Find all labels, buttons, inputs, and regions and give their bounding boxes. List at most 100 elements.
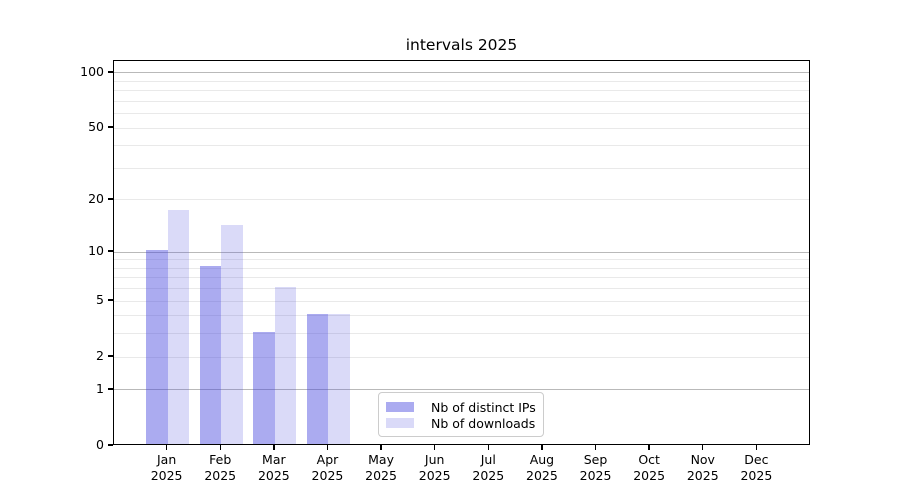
month-name: May — [368, 452, 394, 467]
month-name: Nov — [690, 452, 715, 467]
y-tick-label-1: 1 — [96, 380, 104, 396]
minor-gridline-7 — [114, 277, 809, 279]
legend: Nb of distinct IPs Nb of downloads — [378, 392, 544, 437]
x-tick-aug — [541, 445, 543, 450]
month-year: 2025 — [526, 467, 558, 483]
y-tick-label-5: 5 — [96, 292, 104, 308]
x-tick-oct — [648, 445, 650, 450]
x-tick-sep — [594, 445, 597, 450]
month-year: 2025 — [150, 467, 183, 483]
bar-downloads-mar-2025 — [274, 286, 297, 444]
minor-gridline-50 — [114, 127, 809, 129]
bar-distinct-ips-jan-2025 — [146, 250, 168, 444]
x-tick-label-may: May 2025 — [351, 452, 411, 483]
y-tick-1 — [108, 388, 113, 390]
minor-gridline-60 — [114, 113, 809, 115]
x-tick-dec — [755, 445, 758, 450]
y-tick-label-50: 50 — [88, 119, 104, 135]
month-year: 2025 — [472, 467, 505, 483]
month-name: Sep — [583, 452, 608, 467]
legend-label-distinct-ips: Nb of distinct IPs — [431, 399, 536, 415]
minor-gridline-20 — [114, 199, 809, 201]
x-tick-jan — [165, 445, 168, 450]
y-tick-label-100: 100 — [80, 63, 104, 79]
y-tick-10 — [108, 250, 113, 252]
legend-swatch-downloads — [386, 418, 414, 428]
y-tick-0 — [108, 444, 113, 446]
bar-downloads-feb-2025 — [221, 225, 243, 444]
x-tick-label-mar: Mar 2025 — [244, 452, 304, 483]
x-tick-label-feb: Feb 2025 — [190, 452, 250, 483]
month-name: Mar — [262, 452, 286, 467]
x-tick-label-oct: Oct 2025 — [619, 452, 679, 483]
y-tick-50 — [108, 126, 113, 128]
y-tick-label-20: 20 — [88, 190, 104, 206]
month-year: 2025 — [418, 467, 451, 483]
bar-distinct-ips-mar-2025 — [253, 331, 275, 444]
x-tick-label-sep: Sep 2025 — [566, 452, 626, 483]
month-name: Feb — [209, 452, 232, 467]
legend-label-downloads: Nb of downloads — [431, 415, 536, 431]
minor-gridline-8 — [114, 267, 809, 269]
bar-distinct-ips-feb-2025 — [199, 266, 222, 444]
major-gridline-1 — [114, 389, 809, 391]
month-year: 2025 — [740, 467, 773, 483]
month-name: Jul — [480, 452, 496, 467]
month-name: Oct — [638, 452, 660, 467]
month-year: 2025 — [686, 467, 719, 483]
minor-gridline-30 — [114, 167, 809, 169]
minor-gridline-80 — [114, 90, 809, 92]
x-tick-label-dec: Dec 2025 — [726, 452, 786, 483]
x-tick-label-jan: Jan 2025 — [137, 452, 197, 483]
x-tick-label-apr: Apr 2025 — [297, 452, 357, 483]
bar-distinct-ips-apr-2025 — [306, 313, 329, 444]
y-tick-label-2: 2 — [96, 348, 104, 364]
month-year: 2025 — [311, 467, 344, 483]
x-tick-feb — [219, 445, 221, 450]
y-tick-5 — [108, 299, 113, 301]
bar-downloads-jan-2025 — [167, 210, 190, 444]
minor-gridline-6 — [114, 288, 809, 290]
minor-gridline-40 — [114, 145, 809, 147]
x-tick-may — [380, 445, 382, 450]
minor-gridline-70 — [114, 100, 809, 102]
x-tick-mar — [273, 445, 275, 450]
legend-item-downloads: Nb of downloads — [386, 415, 536, 431]
legend-item-distinct-ips: Nb of distinct IPs — [386, 399, 536, 415]
major-gridline-10 — [114, 251, 809, 253]
x-tick-nov — [702, 445, 704, 450]
chart-title: intervals 2025 — [405, 36, 518, 54]
y-tick-label-10: 10 — [88, 243, 104, 259]
y-tick-2 — [108, 355, 113, 357]
month-year: 2025 — [633, 467, 666, 483]
major-gridline-100 — [114, 72, 809, 74]
month-name: Jun — [424, 452, 445, 467]
x-tick-label-nov: Nov 2025 — [673, 452, 733, 483]
minor-gridline-4 — [114, 315, 809, 317]
month-year: 2025 — [365, 467, 397, 483]
x-tick-label-jun: Jun 2025 — [405, 452, 465, 483]
minor-gridline-9 — [114, 259, 809, 261]
minor-gridline-90 — [114, 80, 809, 82]
y-tick-100 — [108, 71, 113, 73]
month-name: Aug — [529, 452, 555, 467]
month-year: 2025 — [257, 467, 290, 483]
x-tick-apr — [326, 445, 329, 450]
y-tick-20 — [108, 198, 113, 200]
month-name: Jan — [156, 452, 177, 467]
x-tick-label-aug: Aug 2025 — [512, 452, 572, 483]
month-name: Dec — [744, 452, 769, 467]
bar-downloads-apr-2025 — [328, 313, 350, 444]
plot-area: Nb of distinct IPs Nb of downloads — [113, 60, 810, 445]
minor-gridline-3 — [114, 333, 809, 335]
month-year: 2025 — [579, 467, 612, 483]
legend-swatch-distinct-ips — [386, 402, 414, 412]
minor-gridline-5 — [114, 300, 809, 302]
x-tick-label-jul: Jul 2025 — [458, 452, 518, 483]
x-tick-jul — [487, 445, 489, 450]
minor-gridline-2 — [114, 356, 809, 358]
x-tick-jun — [433, 445, 436, 450]
month-year: 2025 — [204, 467, 237, 483]
y-tick-label-0: 0 — [96, 437, 104, 452]
